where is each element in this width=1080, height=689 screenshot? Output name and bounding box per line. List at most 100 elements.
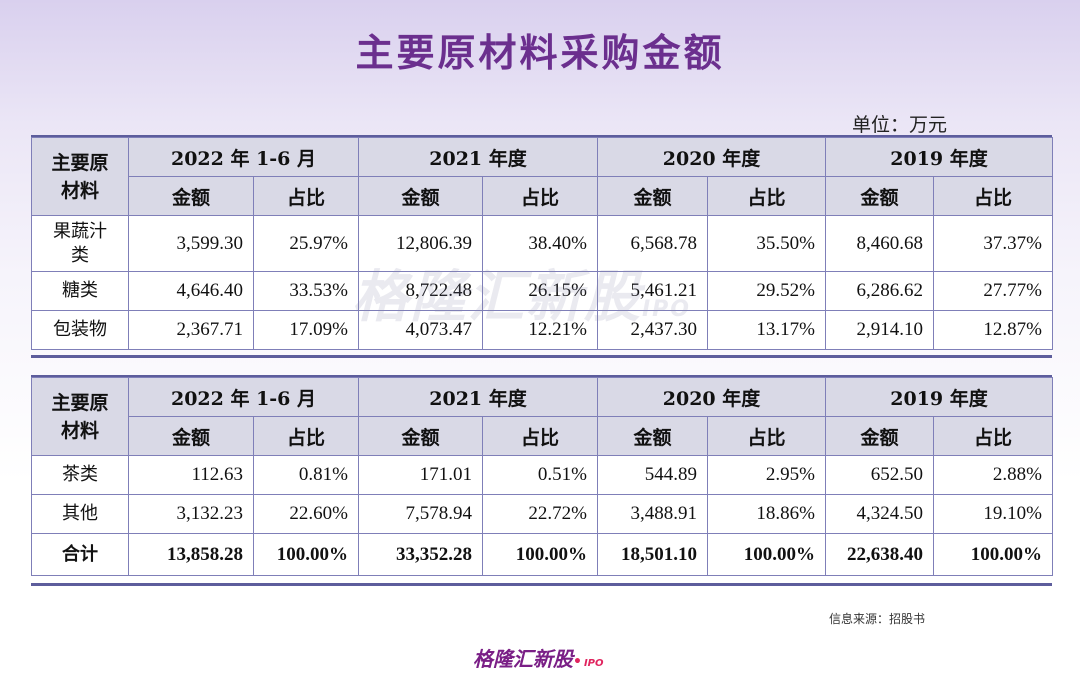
ratio-header: 占比 — [482, 176, 598, 216]
logo-ipo: IPO — [583, 658, 604, 669]
period-header: 2022 年 1-6 月 — [128, 137, 359, 177]
amount-header: 金额 — [358, 416, 483, 456]
brand-logo: 格隆汇新股• IPO — [473, 643, 604, 672]
ratio-cell: 18.86% — [707, 494, 826, 534]
amount-cell: 652.50 — [825, 455, 934, 495]
amount-cell: 8,722.48 — [358, 271, 483, 311]
amount-cell: 12,806.39 — [358, 215, 483, 272]
amount-cell: 4,324.50 — [825, 494, 934, 534]
table1-header-row-metrics: 金额 占比 金额 占比 金额 占比 金额 占比 — [32, 176, 1053, 216]
period-header: 2020 年度 — [597, 137, 826, 177]
ratio-cell: 0.81% — [253, 455, 359, 495]
period-header: 2019 年度 — [825, 137, 1053, 177]
amount-cell: 2,914.10 — [825, 310, 934, 350]
unit-label: 单位：万元 — [852, 114, 948, 136]
ratio-cell: 35.50% — [707, 215, 826, 272]
table-row: 包装物 2,367.71 17.09% 4,073.47 12.21% 2,43… — [31, 310, 1053, 350]
ratio-cell: 13.17% — [707, 310, 826, 350]
total-ratio-cell: 100.00% — [253, 533, 359, 576]
total-amount-cell: 18,501.10 — [597, 533, 708, 576]
amount-header: 金额 — [825, 416, 934, 456]
amount-cell: 4,073.47 — [358, 310, 483, 350]
ratio-header: 占比 — [933, 176, 1053, 216]
table2-header-row-periods: 主要原 材料 2022 年 1-6 月 2021 年度 2020 年度 2019… — [31, 377, 1053, 456]
row-name-line2: 类 — [71, 244, 89, 266]
amount-cell: 6,286.62 — [825, 271, 934, 311]
material-header: 主要原 材料 — [31, 377, 129, 456]
amount-cell: 112.63 — [128, 455, 254, 495]
table-row: 糖类 4,646.40 33.53% 8,722.48 26.15% 5,461… — [31, 271, 1053, 311]
amount-cell: 8,460.68 — [825, 215, 934, 272]
ratio-cell: 38.40% — [482, 215, 598, 272]
table1-top-rule — [31, 135, 1052, 138]
table2-bottom-rule — [31, 583, 1052, 586]
amount-cell: 4,646.40 — [128, 271, 254, 311]
row-name: 其他 — [31, 494, 129, 534]
amount-cell: 3,488.91 — [597, 494, 708, 534]
table-row: 其他 3,132.23 22.60% 7,578.94 22.72% 3,488… — [31, 494, 1053, 534]
ratio-cell: 0.51% — [482, 455, 598, 495]
amount-cell: 7,578.94 — [358, 494, 483, 534]
total-label: 合计 — [31, 533, 129, 576]
row-name-line1: 果蔬汁 — [53, 220, 107, 242]
table-row: 茶类 112.63 0.81% 171.01 0.51% 544.89 2.95… — [31, 455, 1053, 495]
ratio-cell: 27.77% — [933, 271, 1053, 311]
ratio-cell: 12.87% — [933, 310, 1053, 350]
amount-header: 金额 — [597, 416, 708, 456]
logo-dot-icon: • — [573, 654, 582, 670]
ratio-header: 占比 — [707, 416, 826, 456]
ratio-header: 占比 — [253, 416, 359, 456]
table2-header-row-metrics: 金额 占比 金额 占比 金额 占比 金额 占比 — [32, 416, 1053, 456]
amount-header: 金额 — [825, 176, 934, 216]
amount-cell: 3,132.23 — [128, 494, 254, 534]
period-header: 2022 年 1-6 月 — [128, 377, 359, 417]
ratio-cell: 22.72% — [482, 494, 598, 534]
amount-cell: 171.01 — [358, 455, 483, 495]
ratio-header: 占比 — [933, 416, 1053, 456]
materials-table-1: 主要原 材料 2022 年 1-6 月 2021 年度 2020 年度 2019… — [31, 137, 1053, 350]
row-name: 茶类 — [31, 455, 129, 495]
amount-cell: 544.89 — [597, 455, 708, 495]
period-header: 2021 年度 — [358, 377, 598, 417]
materials-table-2: 主要原 材料 2022 年 1-6 月 2021 年度 2020 年度 2019… — [31, 377, 1053, 576]
logo-text: 格隆汇新股 — [473, 647, 573, 671]
amount-header: 金额 — [128, 416, 254, 456]
amount-cell: 3,599.30 — [128, 215, 254, 272]
row-name: 糖类 — [31, 271, 129, 311]
page-title: 主要原材料采购金额 — [355, 31, 725, 75]
ratio-cell: 26.15% — [482, 271, 598, 311]
source-note: 信息来源：招股书 — [829, 612, 926, 626]
amount-header: 金额 — [128, 176, 254, 216]
ratio-header: 占比 — [482, 416, 598, 456]
material-header-line2: 材料 — [60, 179, 99, 202]
period-header: 2021 年度 — [358, 137, 598, 177]
ratio-cell: 37.37% — [933, 215, 1053, 272]
row-name: 果蔬汁 类 — [31, 215, 129, 272]
ratio-cell: 29.52% — [707, 271, 826, 311]
amount-cell: 5,461.21 — [597, 271, 708, 311]
ratio-cell: 2.88% — [933, 455, 1053, 495]
total-amount-cell: 13,858.28 — [128, 533, 254, 576]
total-amount-cell: 22,638.40 — [825, 533, 934, 576]
table1-bottom-rule — [31, 355, 1052, 358]
total-ratio-cell: 100.00% — [707, 533, 826, 576]
period-header: 2020 年度 — [597, 377, 826, 417]
material-header-line1: 主要原 — [51, 151, 109, 174]
table2-top-rule — [31, 375, 1052, 378]
ratio-cell: 22.60% — [253, 494, 359, 534]
ratio-cell: 25.97% — [253, 215, 359, 272]
table1-header-row-periods: 主要原 材料 2022 年 1-6 月 2021 年度 2020 年度 2019… — [31, 137, 1053, 216]
total-amount-cell: 33,352.28 — [358, 533, 483, 576]
amount-header: 金额 — [597, 176, 708, 216]
row-name: 包装物 — [31, 310, 129, 350]
total-row: 合计 13,858.28 100.00% 33,352.28 100.00% 1… — [31, 533, 1053, 576]
material-header-line1: 主要原 — [51, 391, 109, 414]
ratio-header: 占比 — [707, 176, 826, 216]
material-header: 主要原 材料 — [31, 137, 129, 216]
period-header: 2019 年度 — [825, 377, 1053, 417]
ratio-cell: 12.21% — [482, 310, 598, 350]
amount-cell: 2,367.71 — [128, 310, 254, 350]
ratio-cell: 19.10% — [933, 494, 1053, 534]
amount-header: 金额 — [358, 176, 483, 216]
ratio-cell: 33.53% — [253, 271, 359, 311]
